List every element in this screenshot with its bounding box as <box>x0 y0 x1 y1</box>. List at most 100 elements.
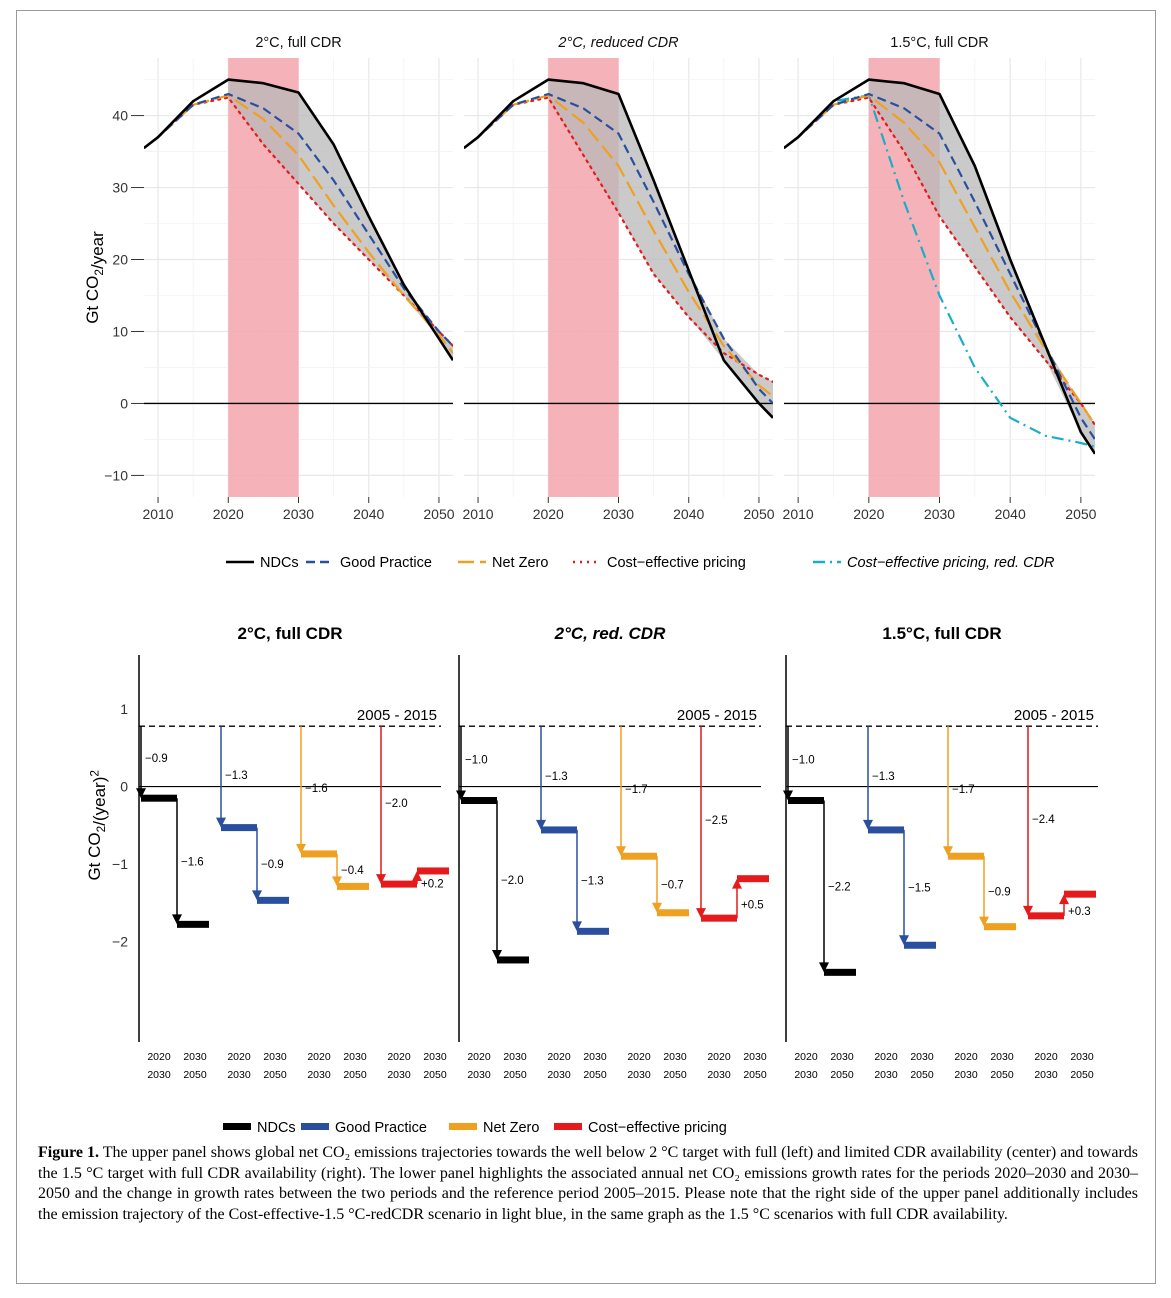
period-label-end: 2050 <box>743 1069 767 1081</box>
rate-bar-2020-2030 <box>1028 912 1064 920</box>
change-arrowhead <box>216 817 226 828</box>
period-label-start: 2030 <box>183 1051 207 1063</box>
period-label-start: 2020 <box>147 1051 171 1063</box>
period-label-start: 2020 <box>874 1051 898 1063</box>
rate-bar-2030-2050 <box>417 867 449 875</box>
period-label-start: 2030 <box>503 1051 527 1063</box>
rate-bar-2030-2050 <box>1064 890 1096 898</box>
change-arrowhead <box>412 870 422 881</box>
x-tick-label: 2020 <box>533 506 564 522</box>
legend-key-net-zero <box>449 1123 477 1130</box>
change-arrowhead <box>296 843 306 854</box>
period-label-end: 2030 <box>307 1069 331 1081</box>
change-arrowhead <box>652 902 662 913</box>
rate-bar-2030-2050 <box>497 956 529 964</box>
period-label-end: 2030 <box>874 1069 898 1081</box>
change-label: −1.3 <box>545 771 568 783</box>
period-label-end: 2030 <box>707 1069 731 1081</box>
change-label: −1.3 <box>581 876 604 888</box>
rate-bar-2030-2050 <box>984 923 1016 931</box>
rate-bar-2030-2050 <box>257 896 289 904</box>
change-arrowhead <box>536 819 546 830</box>
change-label: −1.5 <box>908 883 931 895</box>
period-label-start: 2030 <box>263 1051 287 1063</box>
x-tick-label: 2050 <box>1065 506 1096 522</box>
lower-legend: NDCs Good Practice Net Zero Cost−effective … <box>223 1120 727 1136</box>
series-line-good-practice <box>784 92 1095 441</box>
period-label-start: 2030 <box>343 1051 367 1063</box>
series-line-good-practice <box>144 92 453 347</box>
scenario-cost-effective-pricing: −2.5 +0.5 2020 2030 2030 2050 <box>696 726 769 1081</box>
rate-bar-2020-2030 <box>701 914 737 922</box>
period-label-start: 2030 <box>1070 1051 1094 1063</box>
lower-y-tick-label: −1 <box>112 856 128 872</box>
rate-bar-2030-2050 <box>657 909 689 917</box>
series-line-good-practice <box>464 92 773 405</box>
x-tick-label: 2010 <box>783 506 814 522</box>
change-label: −1.0 <box>792 754 815 766</box>
rate-bar-2020-2030 <box>868 826 904 834</box>
period-label-end: 2030 <box>1034 1069 1058 1081</box>
lower-y-axis-label: Gt CO2/(year)2 <box>85 770 109 881</box>
period-label-end: 2030 <box>954 1069 978 1081</box>
change-arrowhead <box>1023 905 1033 916</box>
change-label: −1.6 <box>181 856 204 868</box>
reference-label: 2005 - 2015 <box>357 707 437 724</box>
lower-y-tick-label: −2 <box>112 933 128 949</box>
upper-y-tick-label: 10 <box>112 323 128 339</box>
upper-y-tick-label: 40 <box>112 108 128 124</box>
change-label: −2.5 <box>705 815 728 827</box>
period-label-end: 2050 <box>830 1069 854 1081</box>
legend-label-ndcs: NDCs <box>257 1120 296 1136</box>
period-label-start: 2020 <box>307 1051 331 1063</box>
period-label-start: 2030 <box>583 1051 607 1063</box>
change-label: −0.4 <box>341 865 364 877</box>
scenario-ndcs: −1.0 −2.0 2020 2030 2030 2050 <box>456 726 529 1081</box>
upper-y-tick-label: 0 <box>120 395 128 411</box>
period-label-end: 2050 <box>343 1069 367 1081</box>
change-label: −2.0 <box>501 875 524 887</box>
upper-panel-title: 2°C, reduced CDR <box>557 35 679 51</box>
lower-panel-title: 2°C, red. CDR <box>554 624 666 643</box>
x-tick-label: 2040 <box>673 506 704 522</box>
period-label-start: 2020 <box>547 1051 571 1063</box>
figure-caption: Figure 1. The upper panel shows global n… <box>38 1143 1138 1225</box>
period-label-start: 2030 <box>910 1051 934 1063</box>
x-tick-label: 2020 <box>853 506 884 522</box>
upper-legend: NDCs Good Practice Net Zero Cost−effective … <box>226 555 1055 571</box>
period-label-start: 2020 <box>1034 1051 1058 1063</box>
change-label: +0.5 <box>741 899 764 911</box>
rate-bar-2020-2030 <box>948 852 984 860</box>
period-label-start: 2030 <box>663 1051 687 1063</box>
change-arrowhead <box>172 914 182 925</box>
legend-label-ndcs: NDCs <box>260 555 299 571</box>
upper-y-tick-label: −10 <box>104 467 128 483</box>
change-label: −1.7 <box>952 784 975 796</box>
change-label: −2.0 <box>385 798 408 810</box>
legend-key-ndcs <box>223 1123 251 1130</box>
period-label-end: 2030 <box>794 1069 818 1081</box>
change-label: −2.4 <box>1032 814 1055 826</box>
change-arrowhead <box>1059 894 1069 905</box>
scenario-net-zero: −1.7 −0.9 2020 2030 2030 2050 <box>943 726 1016 1081</box>
scenario-net-zero: −1.6 −0.4 2020 2030 2030 2050 <box>296 726 369 1081</box>
legend-key-cost-effective-pricing <box>554 1123 582 1130</box>
legend-label-net-zero: Net Zero <box>492 555 548 571</box>
rate-bar-2020-2030 <box>621 852 657 860</box>
period-label-start: 2020 <box>707 1051 731 1063</box>
period-label-start: 2030 <box>990 1051 1014 1063</box>
legend-label-good-practice: Good Practice <box>340 555 432 571</box>
legend-label-net-zero: Net Zero <box>483 1120 539 1136</box>
change-label: −0.7 <box>661 879 684 891</box>
change-arrowhead <box>572 921 582 932</box>
lower-panel-2-c-full-cdr: 2005 - 2015 2°C, full CDR −0.9 −1.6 2020 2030… <box>136 624 449 1081</box>
series-line-ndcs <box>144 78 453 362</box>
upper-panel-2-c-full-cdr: 2°C, full CDR 2010 2020 2030 2040 2050 <box>142 35 454 522</box>
lower-panel-title: 2°C, full CDR <box>237 624 342 643</box>
change-label: +0.2 <box>421 879 444 891</box>
scenario-good-practice: −1.3 −0.9 2020 2030 2030 2050 <box>216 726 289 1081</box>
scenario-net-zero: −1.7 −0.7 2020 2030 2030 2050 <box>616 726 689 1081</box>
x-tick-label: 2010 <box>142 506 173 522</box>
change-label: −1.0 <box>465 754 488 766</box>
change-arrowhead <box>456 790 466 801</box>
